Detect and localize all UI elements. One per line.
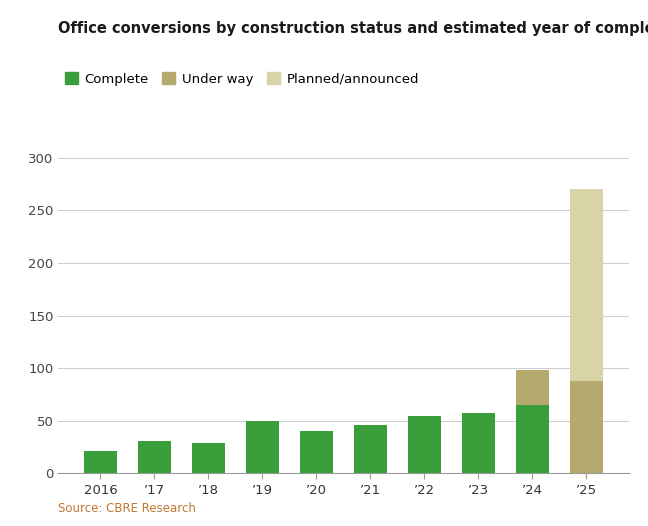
Bar: [570, 381, 603, 473]
Text: Source: CBRE Research: Source: CBRE Research: [58, 502, 196, 515]
Bar: [300, 431, 332, 473]
Bar: [516, 370, 549, 405]
Bar: [84, 451, 117, 473]
Bar: [354, 425, 387, 473]
Legend: Complete, Under way, Planned/announced: Complete, Under way, Planned/announced: [65, 73, 419, 86]
Bar: [516, 405, 549, 473]
Text: Office conversions by construction status and estimated year of completion: Office conversions by construction statu…: [58, 21, 648, 36]
Bar: [408, 416, 441, 473]
Bar: [138, 441, 170, 473]
Bar: [192, 443, 225, 473]
Bar: [246, 421, 279, 473]
Bar: [462, 413, 494, 473]
Bar: [570, 189, 603, 381]
